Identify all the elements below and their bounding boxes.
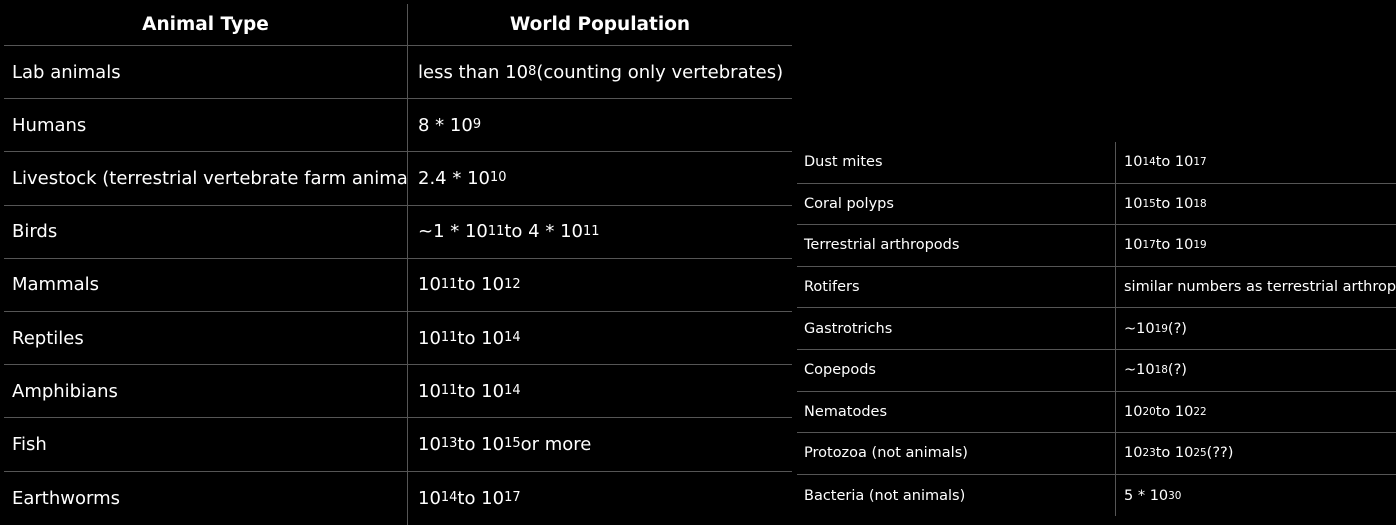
table-row: Protozoa (not animals) 10 23 to 10 25 (??) bbox=[797, 433, 1396, 475]
animal-type-cell: Lab animals bbox=[4, 46, 408, 99]
table-row: Humans 8 * 10 9 bbox=[4, 99, 792, 153]
table-row: Coral polyps 10 15 to 10 18 bbox=[797, 183, 1396, 226]
animal-type-cell: Gastrotrichs bbox=[797, 308, 1116, 349]
animal-type-cell: Dust mites bbox=[797, 142, 1116, 183]
table-row: Nematodes 10 20 to 10 22 bbox=[797, 391, 1396, 434]
animal-type-cell: Coral polyps bbox=[797, 183, 1116, 225]
population-cell: 8 * 10 9 bbox=[418, 114, 482, 136]
animal-type-cell: Reptiles bbox=[4, 311, 408, 365]
animal-population-table: Animal Type World Population Lab animals… bbox=[4, 4, 792, 525]
table-row: Gastrotrichs ~10 19 (?) bbox=[797, 308, 1396, 350]
table-row: Earthworms 10 14 to 10 17 bbox=[4, 471, 792, 525]
animal-type-cell: Mammals bbox=[4, 258, 408, 311]
table-row: Copepods ~10 18 (?) bbox=[797, 349, 1396, 392]
table-row: Reptiles 10 11 to 10 14 bbox=[4, 311, 792, 366]
population-cell: 10 11 to 10 12 bbox=[418, 274, 521, 296]
table-row: Fish 10 13 to 10 15 or more bbox=[4, 418, 792, 472]
population-cell: 5 * 10 30 bbox=[1124, 487, 1182, 504]
animal-type-cell: Livestock (terrestrial vertebrate farm a… bbox=[4, 152, 408, 205]
population-cell: ~10 19 (?) bbox=[1124, 320, 1187, 337]
population-cell: less than 10 8 (counting only vertebrates… bbox=[418, 61, 784, 83]
table-row: Rotifers similar numbers as terrestrial a… bbox=[797, 266, 1396, 309]
header-animal-type: Animal Type bbox=[4, 4, 408, 45]
animal-type-cell: Fish bbox=[4, 418, 408, 471]
population-cell: ~1 * 10 11 to 4 * 10 11 bbox=[418, 221, 600, 243]
population-cell: 2.4 * 10 10 bbox=[418, 167, 507, 189]
animal-type-cell: Bacteria (not animals) bbox=[797, 474, 1116, 517]
table-row: Mammals 10 11 to 10 12 bbox=[4, 258, 792, 312]
population-cell: ~10 18 (?) bbox=[1124, 362, 1187, 379]
population-cell: 10 23 to 10 25 (??) bbox=[1124, 445, 1234, 462]
population-cell: similar numbers as terrestrial arthropod… bbox=[1124, 279, 1396, 296]
animal-type-cell: Copepods bbox=[797, 349, 1116, 391]
animal-type-cell: Earthworms bbox=[4, 471, 408, 525]
animal-type-cell: Nematodes bbox=[797, 391, 1116, 433]
animal-type-cell: Terrestrial arthropods bbox=[797, 225, 1116, 266]
animal-type-cell: Birds bbox=[4, 205, 408, 258]
animal-type-cell: Amphibians bbox=[4, 365, 408, 418]
animal-type-cell: Protozoa (not animals) bbox=[797, 433, 1116, 474]
population-cell: 10 15 to 10 18 bbox=[1124, 195, 1207, 212]
animal-type-cell: Rotifers bbox=[797, 266, 1116, 308]
population-cell: 10 11 to 10 14 bbox=[418, 327, 521, 349]
population-cell: 10 14 to 10 17 bbox=[1124, 154, 1207, 171]
animal-type-cell: Humans bbox=[4, 99, 408, 152]
small-organisms-population-table: Dust mites 10 14 to 10 17 Coral polyps 10 15 t… bbox=[797, 142, 1396, 517]
population-cell: 10 14 to 10 17 bbox=[418, 487, 521, 509]
header-world-population: World Population bbox=[509, 14, 691, 35]
table-row: Birds ~1 * 10 11 to 4 * 10 11 bbox=[4, 205, 792, 259]
table-header-row: Animal Type World Population bbox=[4, 4, 792, 46]
table-row: Livestock (terrestrial vertebrate farm a… bbox=[4, 152, 792, 206]
population-cell: 10 13 to 10 15 or more bbox=[418, 433, 592, 455]
table-row: Dust mites 10 14 to 10 17 bbox=[797, 142, 1396, 184]
table-row: Terrestrial arthropods 10 17 to 10 19 bbox=[797, 225, 1396, 267]
table-row: Lab animals less than 10 8 (counting only … bbox=[4, 46, 792, 100]
population-cell: 10 20 to 10 22 bbox=[1124, 403, 1207, 420]
population-cell: 10 11 to 10 14 bbox=[418, 380, 521, 402]
table-row: Amphibians 10 11 to 10 14 bbox=[4, 365, 792, 419]
population-cell: 10 17 to 10 19 bbox=[1124, 237, 1207, 254]
table-row: Bacteria (not animals) 5 * 10 30 bbox=[797, 474, 1396, 517]
